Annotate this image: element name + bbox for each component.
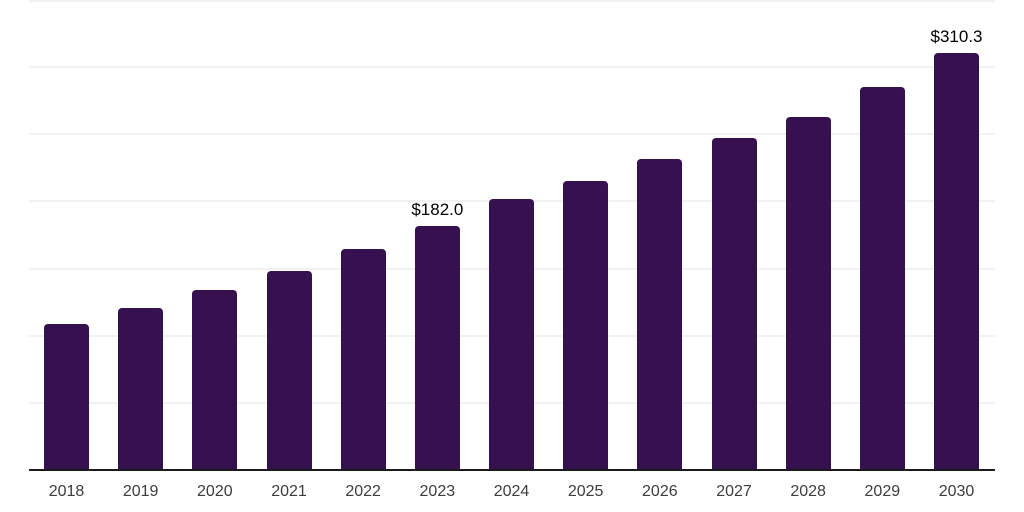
x-tick-2028: 2028 bbox=[790, 483, 826, 500]
x-tick-2025: 2025 bbox=[567, 483, 604, 500]
gridline bbox=[29, 133, 995, 136]
gridline bbox=[29, 66, 995, 69]
bar-2024 bbox=[489, 198, 534, 470]
x-tick-2022: 2022 bbox=[345, 483, 381, 500]
bar-value-label-2023: $182.0 bbox=[411, 199, 464, 219]
bar-2027 bbox=[711, 138, 757, 470]
plot-area: $182.0 $310.3 bbox=[29, 0, 995, 470]
x-tick-2027: 2027 bbox=[716, 483, 752, 500]
x-tick-2019: 2019 bbox=[122, 483, 159, 500]
bar-2030 bbox=[934, 53, 979, 470]
x-tick-2020: 2020 bbox=[197, 483, 233, 500]
x-tick-2030: 2030 bbox=[938, 483, 975, 500]
bar-2020 bbox=[192, 290, 238, 470]
x-tick-2021: 2021 bbox=[271, 483, 307, 500]
bar-2025 bbox=[563, 181, 609, 470]
bar-2023 bbox=[414, 225, 460, 470]
gridline bbox=[29, 0, 995, 2]
bar-2018 bbox=[44, 324, 89, 470]
bar-2026 bbox=[637, 159, 683, 470]
bar-2028 bbox=[785, 116, 831, 470]
x-tick-2023: 2023 bbox=[419, 483, 456, 500]
x-tick-2026: 2026 bbox=[642, 483, 678, 500]
x-tick-2029: 2029 bbox=[864, 483, 901, 500]
bar-2021 bbox=[266, 271, 312, 470]
x-axis-line bbox=[29, 469, 995, 471]
bar-2029 bbox=[859, 86, 905, 470]
bar-2019 bbox=[118, 308, 164, 470]
x-tick-2024: 2024 bbox=[493, 483, 530, 500]
bar-2022 bbox=[340, 249, 386, 470]
bar-value-label-2030: $310.3 bbox=[930, 27, 983, 47]
x-tick-2018: 2018 bbox=[48, 483, 85, 500]
